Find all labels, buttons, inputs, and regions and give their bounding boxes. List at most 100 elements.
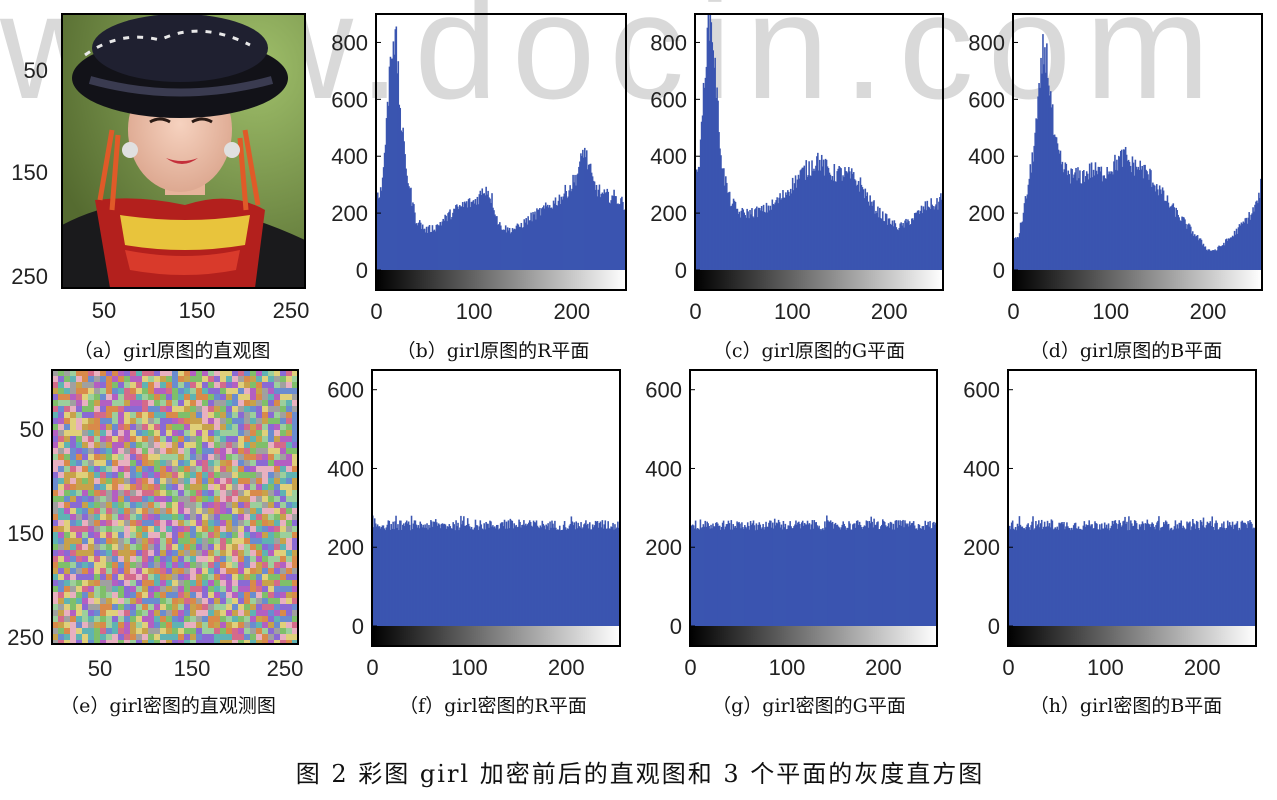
noise-pixel	[124, 538, 130, 544]
noise-pixel	[166, 628, 172, 634]
bar	[1216, 250, 1218, 270]
noise-pixel	[166, 466, 172, 472]
noise-pixel	[172, 394, 178, 400]
bar	[1209, 521, 1212, 626]
noise-pixel	[214, 460, 220, 466]
bar	[843, 523, 845, 626]
plot-frame	[689, 369, 938, 647]
bar	[1088, 163, 1091, 270]
bar	[1026, 524, 1028, 626]
noise-pixel	[244, 622, 250, 628]
noise-pixel	[100, 430, 106, 436]
bar	[481, 528, 484, 626]
bar	[568, 525, 571, 626]
bar	[437, 523, 440, 626]
noise-pixel	[196, 454, 202, 460]
noise-pixel	[160, 400, 166, 406]
image-e-axes: 50 150 250 50 150 250	[7, 417, 303, 681]
bar	[781, 529, 784, 626]
bar	[1057, 149, 1060, 270]
bar	[1171, 204, 1174, 270]
noise-pixel	[184, 472, 190, 478]
noise-pixel	[142, 418, 148, 424]
noise-pixel	[262, 598, 268, 604]
bar	[1029, 529, 1031, 626]
bar	[551, 208, 554, 270]
noise-pixel	[76, 574, 82, 580]
bar	[910, 523, 913, 626]
noise-pixel	[172, 436, 178, 442]
bar	[794, 524, 796, 626]
bar	[1099, 171, 1102, 270]
noise-pixel	[118, 562, 124, 568]
bar	[442, 524, 445, 626]
bar	[1169, 528, 1172, 626]
noise-pixel	[118, 556, 124, 562]
noise-pixel	[100, 634, 106, 640]
bar	[416, 527, 419, 626]
bar	[1241, 520, 1244, 626]
panel-e-encrypted-image	[51, 369, 299, 645]
bar	[1107, 174, 1109, 270]
bar	[1217, 529, 1219, 626]
bar	[1220, 246, 1222, 270]
bar	[586, 525, 588, 626]
noise-pixel	[118, 370, 124, 376]
bar	[390, 524, 392, 626]
noise-pixel	[64, 568, 70, 574]
noise-pixel	[64, 370, 70, 376]
noise-pixel	[262, 604, 268, 610]
noise-pixel	[196, 610, 202, 616]
noise-pixel	[160, 544, 166, 550]
xtick-label: 0	[689, 299, 701, 324]
bar	[1175, 207, 1178, 270]
noise-pixel	[112, 448, 118, 454]
bar	[1162, 526, 1164, 626]
bar	[619, 203, 621, 270]
noise-pixel	[256, 544, 262, 550]
bar	[1042, 34, 1044, 270]
noise-pixel	[124, 382, 130, 388]
noise-pixel	[64, 634, 70, 640]
bar	[912, 218, 914, 270]
bar	[697, 166, 700, 270]
bar	[1067, 170, 1070, 270]
noise-pixel	[232, 448, 238, 454]
noise-pixel	[184, 640, 190, 644]
bar	[1259, 197, 1261, 270]
bar	[587, 164, 590, 270]
noise-pixel	[70, 448, 76, 454]
bar	[760, 206, 763, 270]
noise-pixel	[178, 628, 184, 634]
bar	[1157, 520, 1159, 626]
noise-pixel	[160, 424, 166, 430]
noise-pixel	[136, 370, 142, 376]
noise-pixel	[100, 604, 106, 610]
noise-pixel	[250, 562, 256, 568]
noise-pixel	[88, 556, 94, 562]
bar	[1015, 530, 1018, 626]
noise-pixel	[274, 520, 280, 526]
bar	[415, 223, 417, 270]
bar	[764, 527, 766, 626]
ytick-a-150: 150	[11, 160, 48, 185]
bar	[758, 522, 761, 626]
bar	[1226, 238, 1228, 270]
noise-pixel	[142, 574, 148, 580]
bar	[1139, 526, 1142, 626]
noise-pixel	[148, 388, 154, 394]
noise-pixel	[226, 562, 232, 568]
bar	[1011, 520, 1014, 626]
bar	[1144, 523, 1147, 626]
xtick-label: 0	[370, 299, 382, 324]
bar	[512, 229, 515, 270]
noise-pixel	[154, 454, 160, 460]
bar	[1213, 250, 1215, 270]
noise-pixel	[292, 418, 298, 424]
bar	[1202, 243, 1205, 270]
xtick-label: 0	[684, 655, 696, 680]
noise-pixel	[70, 592, 76, 598]
bar	[850, 168, 853, 270]
noise-pixel	[238, 388, 244, 394]
